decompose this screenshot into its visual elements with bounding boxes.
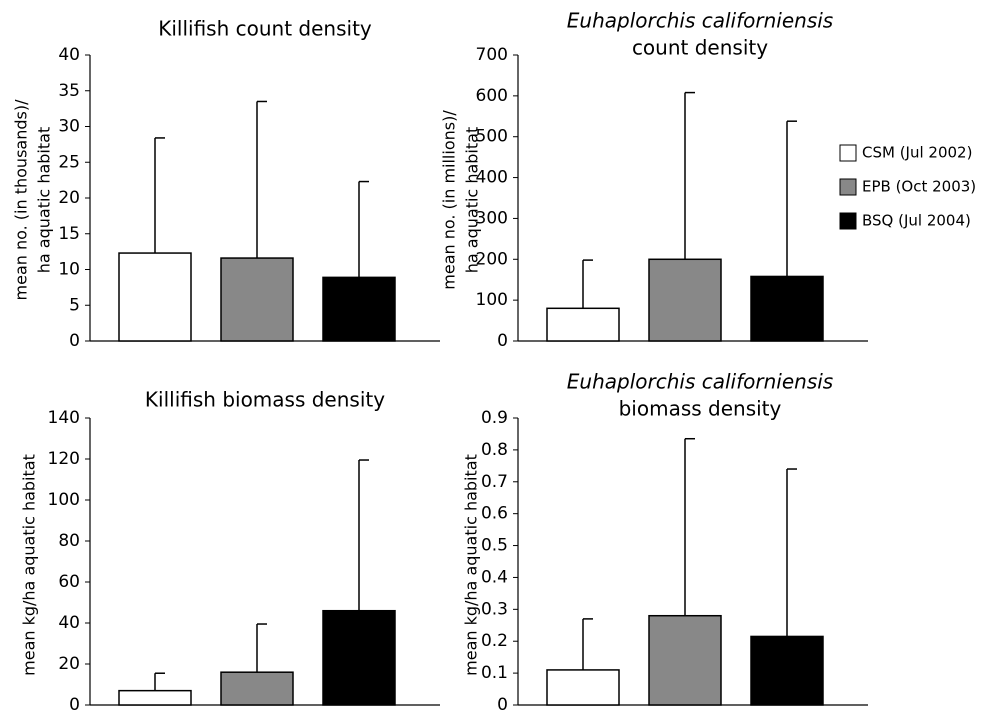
- bar: [322, 609, 396, 706]
- y-tick-label: 0.2: [481, 631, 508, 651]
- y-tick-label: 0.4: [481, 567, 508, 587]
- y-tick-label: 200: [476, 249, 508, 269]
- chart-title: Killifish biomass density: [145, 388, 385, 412]
- y-tick-label: 0.6: [481, 504, 508, 524]
- bar: [750, 275, 824, 342]
- bar: [648, 258, 722, 342]
- bar: [546, 669, 620, 706]
- legend-label: BSQ (Jul 2004): [862, 212, 971, 230]
- y-tick-label: 0.1: [481, 663, 508, 683]
- y-tick-label: 700: [476, 45, 508, 65]
- y-tick-label: 5: [69, 295, 80, 315]
- legend-label: CSM (Jul 2002): [862, 144, 972, 162]
- y-tick-label: 0: [69, 695, 80, 712]
- bar: [648, 614, 722, 706]
- y-tick-label: 80: [58, 531, 80, 551]
- y-tick-label: 100: [48, 490, 80, 510]
- legend-label: EPB (Oct 2003): [862, 178, 976, 196]
- y-axis-label: ha aquatic habitat: [35, 127, 54, 273]
- chart-title: biomass density: [619, 397, 782, 421]
- bar: [118, 252, 192, 342]
- y-tick-label: 0: [69, 331, 80, 351]
- y-axis-label: mean no. (in millions)/: [440, 110, 459, 290]
- chart-title: count density: [632, 36, 768, 60]
- y-tick-label: 30: [58, 117, 80, 137]
- y-tick-label: 600: [476, 86, 508, 106]
- chart-title: Killifish count density: [158, 17, 372, 41]
- y-tick-label: 40: [58, 613, 80, 633]
- legend-swatch: [839, 144, 857, 162]
- legend-swatch: [839, 212, 857, 230]
- y-tick-label: 500: [476, 127, 508, 147]
- y-tick-label: 0.7: [481, 472, 508, 492]
- y-tick-label: 0: [497, 331, 508, 351]
- bar: [220, 257, 294, 342]
- y-tick-label: 20: [58, 654, 80, 674]
- y-tick-label: 0.3: [481, 599, 508, 619]
- bar: [118, 689, 192, 706]
- y-axis-label: ha aquatic habitat: [463, 127, 482, 273]
- y-tick-label: 120: [48, 449, 80, 469]
- legend-swatch: [839, 178, 857, 196]
- y-axis-label: mean kg/ha aquatic habitat: [462, 454, 481, 676]
- chart-title: Euhaplorchis californiensis: [567, 9, 833, 33]
- chart-title: Euhaplorchis californiensis: [567, 370, 833, 394]
- bar: [322, 276, 396, 342]
- y-tick-label: 140: [48, 408, 80, 428]
- y-tick-label: 25: [58, 152, 80, 172]
- y-tick-label: 400: [476, 168, 508, 188]
- y-tick-label: 0: [497, 695, 508, 712]
- bar: [750, 635, 824, 706]
- y-tick-label: 100: [476, 290, 508, 310]
- y-tick-label: 10: [58, 260, 80, 280]
- bar: [220, 671, 294, 706]
- y-tick-label: 0.5: [481, 536, 508, 556]
- y-tick-label: 15: [58, 224, 80, 244]
- y-tick-label: 300: [476, 208, 508, 228]
- y-axis-label: mean kg/ha aquatic habitat: [20, 454, 39, 676]
- y-tick-label: 0.9: [481, 408, 508, 428]
- y-tick-label: 35: [58, 81, 80, 101]
- y-tick-label: 0.8: [481, 440, 508, 460]
- y-tick-label: 60: [58, 572, 80, 592]
- bar: [546, 307, 620, 342]
- y-axis-label: mean no. (in thousands)/: [12, 99, 31, 301]
- y-tick-label: 40: [58, 45, 80, 65]
- y-tick-label: 20: [58, 188, 80, 208]
